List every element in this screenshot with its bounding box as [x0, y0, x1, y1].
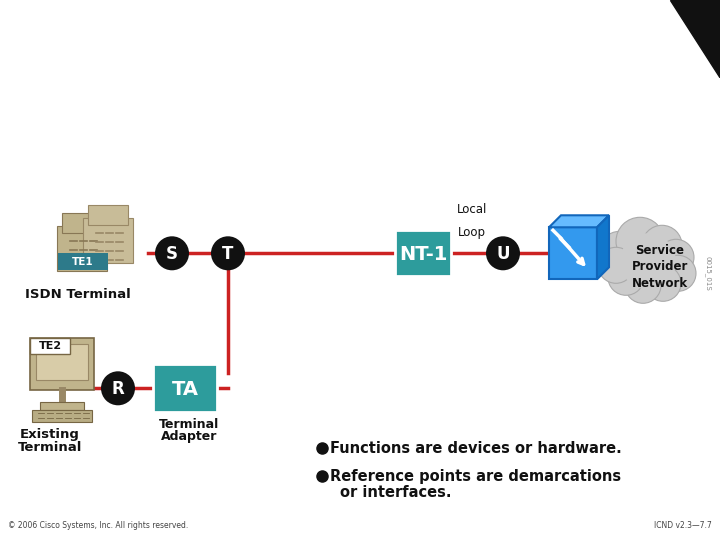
Text: Terminal: Terminal — [159, 418, 219, 431]
Circle shape — [620, 233, 676, 289]
Text: R: R — [112, 380, 125, 399]
Circle shape — [645, 265, 681, 301]
Text: Network: Network — [632, 278, 688, 291]
Text: Provider: Provider — [632, 260, 688, 273]
FancyBboxPatch shape — [30, 338, 70, 354]
Text: Terminal: Terminal — [18, 441, 82, 454]
FancyBboxPatch shape — [57, 226, 107, 271]
Text: Local: Local — [456, 203, 487, 217]
Text: TE1: TE1 — [72, 257, 94, 267]
FancyBboxPatch shape — [40, 402, 84, 410]
Text: Existing: Existing — [20, 428, 80, 441]
Circle shape — [101, 372, 135, 406]
Text: Service: Service — [636, 244, 685, 257]
FancyBboxPatch shape — [83, 218, 133, 264]
Text: TA: TA — [171, 380, 199, 399]
FancyBboxPatch shape — [88, 205, 128, 225]
Text: © 2006 Cisco Systems, Inc. All rights reserved.: © 2006 Cisco Systems, Inc. All rights re… — [8, 521, 188, 530]
Circle shape — [598, 247, 634, 284]
Text: S: S — [166, 245, 178, 264]
Text: Functions are devices or hardware.: Functions are devices or hardware. — [330, 441, 622, 456]
Text: TE2: TE2 — [38, 341, 62, 352]
Text: ICND v2.3—7.7: ICND v2.3—7.7 — [654, 521, 712, 530]
Text: Reference points are demarcations: Reference points are demarcations — [330, 469, 621, 484]
Text: NT-1: NT-1 — [399, 245, 447, 264]
Text: U: U — [496, 245, 510, 264]
Circle shape — [598, 231, 642, 275]
Text: ISDN Terminal: ISDN Terminal — [25, 288, 131, 301]
FancyBboxPatch shape — [32, 410, 92, 422]
Circle shape — [658, 239, 694, 275]
FancyBboxPatch shape — [153, 364, 217, 413]
Circle shape — [660, 255, 696, 291]
Polygon shape — [670, 0, 720, 78]
Circle shape — [608, 259, 644, 295]
FancyBboxPatch shape — [395, 230, 451, 276]
Polygon shape — [549, 215, 609, 227]
Text: or interfaces.: or interfaces. — [340, 485, 451, 500]
Circle shape — [625, 267, 661, 303]
FancyBboxPatch shape — [30, 338, 94, 390]
FancyBboxPatch shape — [58, 253, 108, 271]
Circle shape — [616, 217, 664, 265]
Text: ISDN Functions and Reference Points: ISDN Functions and Reference Points — [18, 37, 571, 63]
FancyBboxPatch shape — [549, 227, 597, 279]
Circle shape — [155, 237, 189, 271]
Text: T: T — [222, 245, 234, 264]
Text: 0015_01S: 0015_01S — [705, 256, 711, 291]
Text: Loop: Loop — [458, 226, 486, 239]
Circle shape — [486, 237, 520, 271]
FancyBboxPatch shape — [62, 213, 102, 233]
Circle shape — [642, 225, 682, 265]
Circle shape — [211, 237, 245, 271]
Text: Adapter: Adapter — [161, 430, 217, 443]
FancyBboxPatch shape — [36, 345, 88, 380]
Polygon shape — [597, 215, 609, 279]
